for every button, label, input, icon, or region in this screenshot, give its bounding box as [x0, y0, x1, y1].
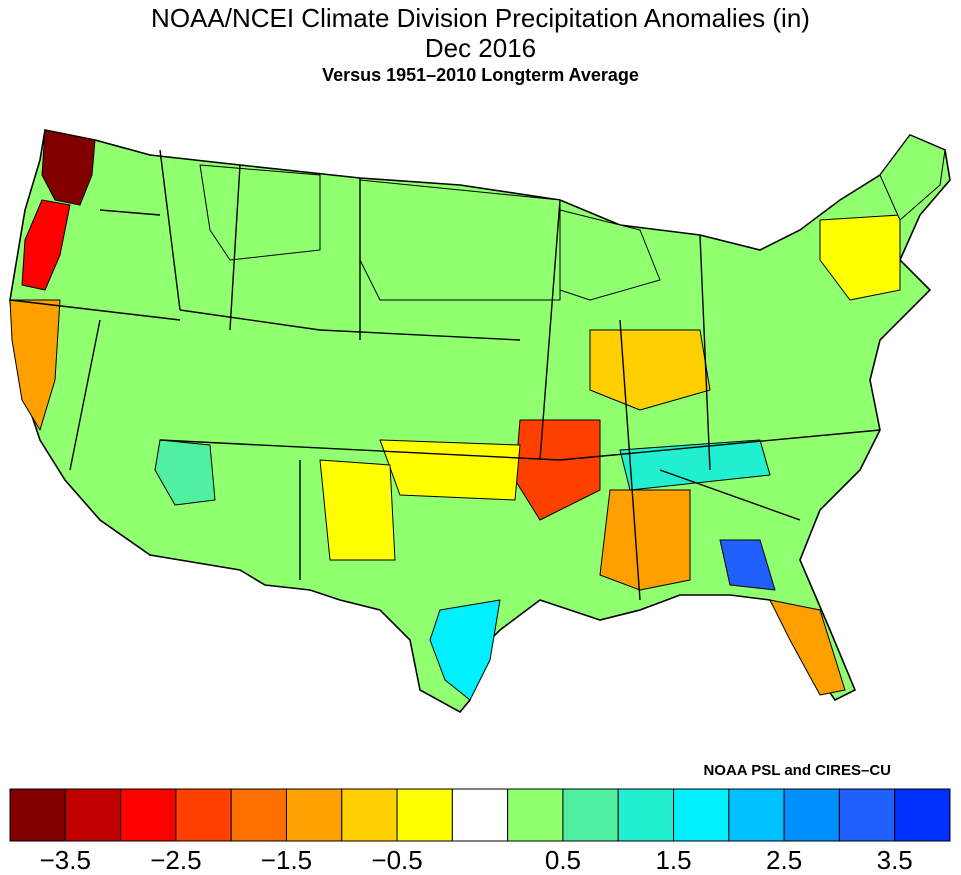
division-tennessee [619, 439, 771, 491]
division-northern-california [9, 299, 61, 431]
division-northern-plains [359, 179, 561, 301]
division-arizona [154, 439, 216, 506]
division-northeast [819, 214, 901, 301]
legend-swatch [451, 788, 509, 842]
legend-swatch [728, 788, 785, 842]
division-northern-rockies [199, 164, 321, 261]
legend-swatch [64, 788, 122, 842]
division-ohio-valley [589, 329, 711, 411]
division-oregon-coast [21, 199, 71, 291]
legend-tick-label: 0.5 [545, 845, 581, 875]
map-title: NOAA/NCEI Climate Division Precipitation… [151, 3, 810, 33]
conus-land [9, 129, 951, 714]
title-block: NOAA/NCEI Climate Division Precipitation… [0, 0, 961, 87]
legend-swatch [562, 788, 619, 842]
legend-tick-label: 3.5 [877, 845, 913, 875]
legend-swatch [894, 788, 951, 842]
color-legend: −3.5 −2.5 −1.5 −0.5 0.5 1.5 2.5 3.5 [9, 788, 951, 875]
legend-swatch [120, 788, 177, 842]
legend-swatch [396, 788, 453, 842]
legend-swatch [285, 788, 343, 842]
division-new-mexico [319, 459, 396, 561]
division-georgia [719, 539, 776, 591]
legend-tick-label: 2.5 [766, 845, 802, 875]
us-climate-division-map [9, 129, 951, 714]
division-western-washington [41, 129, 96, 206]
legend-swatch [9, 788, 66, 842]
division-alabama [599, 489, 691, 591]
division-great-lakes [559, 209, 661, 301]
state-borders [9, 149, 881, 601]
legend-tick-label: −2.5 [150, 845, 201, 875]
map-baseline: Versus 1951–2010 Longterm Average [322, 65, 639, 85]
legend-swatch [838, 788, 896, 842]
legend-tick-label: −0.5 [371, 845, 422, 875]
division-maine [879, 134, 946, 221]
division-florida [769, 599, 846, 696]
legend-swatch [230, 788, 287, 842]
legend-swatch [783, 788, 840, 842]
credit-label: NOAA PSL and CIRES–CU [703, 762, 891, 779]
division-east-texas-coast [429, 599, 501, 701]
division-oklahoma [379, 439, 521, 501]
legend-swatch [617, 788, 675, 842]
legend-swatch [673, 788, 730, 842]
legend-swatch [175, 788, 232, 842]
legend-swatch [507, 788, 564, 842]
legend-swatch [341, 788, 398, 842]
map-period: Dec 2016 [424, 33, 537, 63]
legend-tick-label: −3.5 [40, 845, 91, 875]
legend-tick-label: 1.5 [655, 845, 691, 875]
legend-tick-label: −1.5 [261, 845, 312, 875]
